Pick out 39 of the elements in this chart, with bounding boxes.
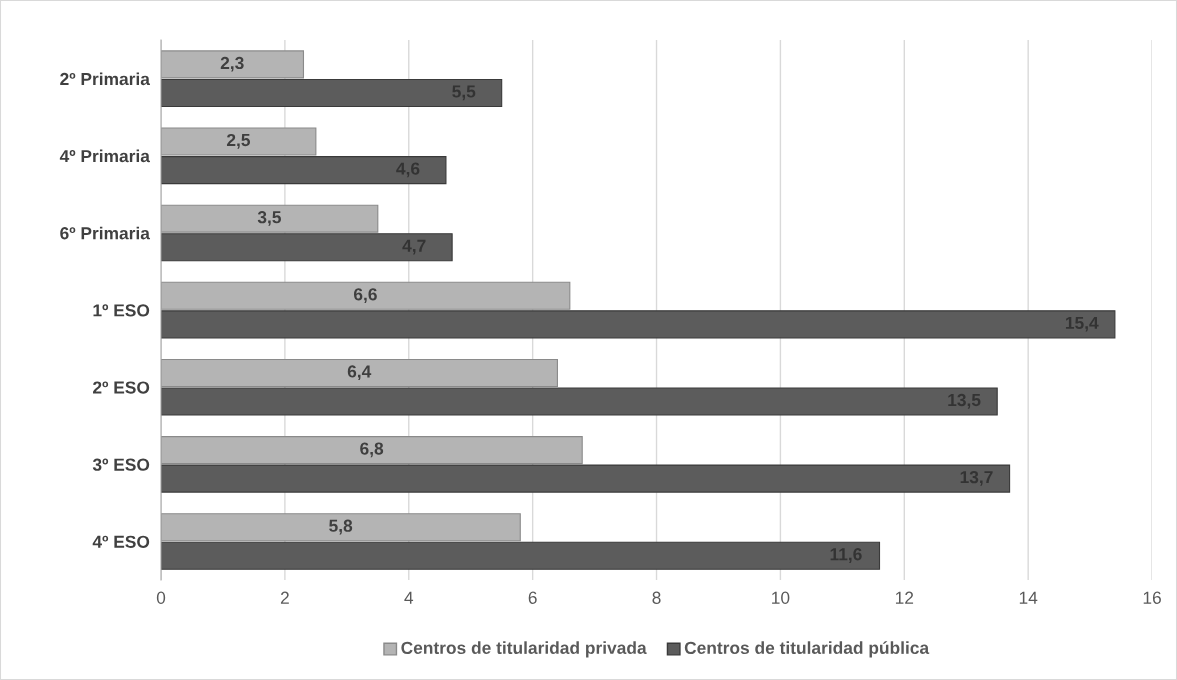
- bar: [161, 310, 1116, 339]
- bar: [161, 281, 571, 310]
- bar: [161, 127, 317, 156]
- data-label: 2,3: [220, 56, 244, 72]
- bar: [161, 513, 521, 542]
- bar: [161, 156, 447, 185]
- x-tick-label: 4: [404, 591, 414, 604]
- bar: [161, 358, 558, 387]
- data-label: 3,5: [257, 211, 281, 226]
- bar: [161, 464, 1011, 493]
- y-tick-label: 2º Primaria: [60, 72, 151, 86]
- bar: [161, 387, 998, 416]
- bar: [161, 541, 881, 570]
- bar: [161, 436, 583, 465]
- y-tick-label: 4º ESO: [92, 535, 150, 548]
- x-tick-label: 2: [280, 591, 289, 604]
- x-tick-label: 6: [528, 591, 537, 604]
- x-tick-label: 8: [652, 591, 661, 604]
- y-tick-label: 1º ESO: [93, 304, 150, 317]
- x-tick-label: 12: [895, 591, 914, 604]
- bar: [161, 233, 453, 262]
- bar: [161, 78, 503, 108]
- y-tick-label: 4º Primaria: [59, 149, 151, 163]
- legend-label: Centros de titularidad privada: [401, 641, 647, 658]
- bar: [161, 204, 379, 233]
- legend-label: Centros de titularidad pública: [684, 641, 930, 658]
- x-tick-label: 14: [1019, 591, 1038, 604]
- x-tick-label: 10: [772, 591, 790, 604]
- y-tick-label: 2º ESO: [93, 381, 150, 394]
- x-tick-label: 0: [156, 591, 166, 604]
- y-tick-label: 3º ESO: [92, 458, 150, 471]
- data-label: 6,6: [353, 288, 377, 303]
- data-label: 6,8: [360, 442, 384, 458]
- x-tick-label: 16: [1143, 591, 1161, 604]
- y-tick-label: 6º Primaria: [60, 226, 151, 240]
- data-label: 2,5: [226, 133, 251, 149]
- data-label: 5,8: [329, 519, 353, 535]
- data-label: 6,4: [347, 365, 372, 381]
- bar: [161, 50, 305, 79]
